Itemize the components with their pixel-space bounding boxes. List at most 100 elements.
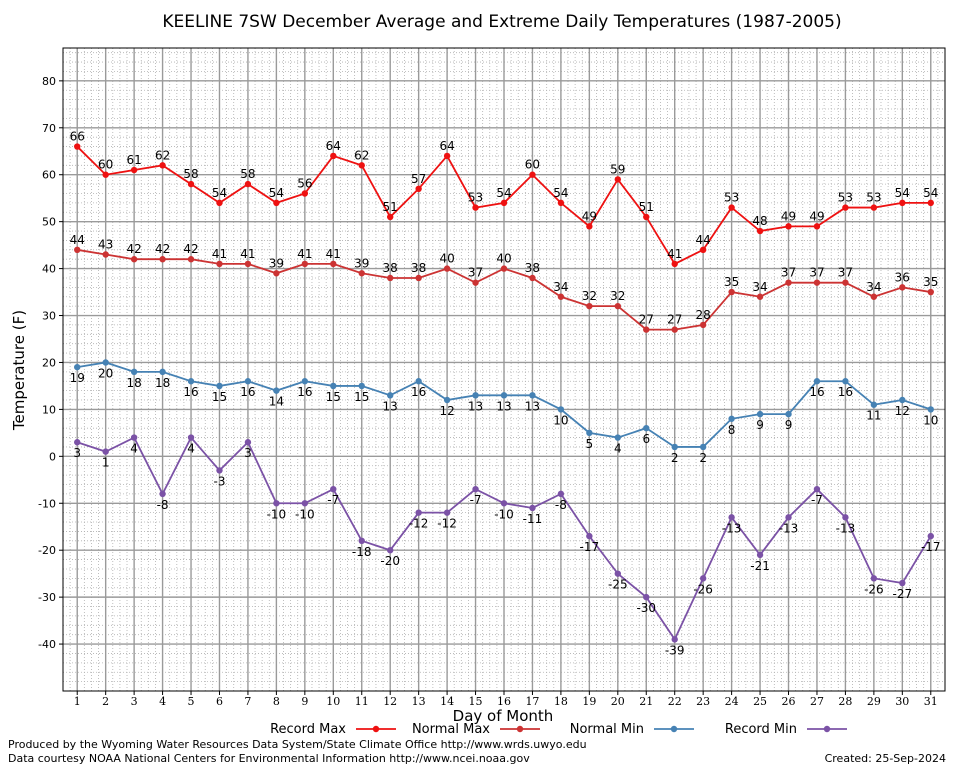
data-label-record-max: 54 [923,186,938,200]
data-label-normal-max: 41 [326,247,341,261]
data-label-record-max: 61 [126,153,141,167]
data-label-record-max: 48 [752,214,767,228]
data-label-normal-min: 18 [155,376,170,390]
y-tick-label: 70 [42,122,56,135]
data-label-record-max: 54 [269,186,284,200]
data-point-record-min [671,636,678,643]
y-tick-label: 40 [42,263,56,276]
credit-data-courtesy: Data courtesy NOAA National Centers for … [8,752,530,765]
data-point-normal-min [699,443,707,451]
data-label-normal-min: 15 [212,390,227,404]
data-point-record-max [643,213,650,221]
data-label-normal-max: 41 [240,247,255,261]
data-point-record-max [244,180,252,188]
data-point-normal-max [728,288,735,296]
grid-major [63,48,945,691]
data-point-record-min [358,537,365,545]
created-date: Created: 25-Sep-2024 [824,752,946,765]
data-label-record-max: 58 [183,167,198,181]
data-point-record-min [529,504,536,512]
x-tick-label: 2 [102,695,109,708]
data-point-record-min [301,500,309,507]
data-label-normal-min: 14 [269,395,284,409]
data-label-record-min: -26 [864,582,884,596]
data-point-record-min [785,514,792,521]
data-label-normal-min: 13 [383,399,398,413]
data-point-normal-min [557,406,565,413]
data-point-normal-max [358,270,365,277]
data-label-normal-max: 27 [639,313,654,327]
data-point-normal-min [728,415,735,422]
data-point-record-min [842,514,849,521]
y-tick-label: -10 [38,497,56,510]
data-label-normal-max: 38 [411,261,426,275]
data-label-normal-min: 2 [699,451,707,465]
data-point-record-max [102,171,109,178]
data-point-normal-min [330,382,337,390]
data-label-record-max: 41 [667,247,682,261]
data-label-normal-min: 16 [411,385,426,399]
data-label-record-max: 53 [724,191,739,205]
legend-item-normal-min: Normal Min [570,722,694,737]
data-label-normal-min: 16 [183,385,198,399]
data-point-normal-min [159,368,166,376]
data-point-normal-max [842,279,849,286]
data-label-record-max: 51 [639,200,654,214]
data-label-record-max: 57 [411,172,426,186]
y-tick-label: 0 [49,450,56,463]
data-point-record-max [187,180,195,188]
data-label-record-min: -10 [267,507,287,521]
data-point-normal-min [785,410,792,418]
data-point-normal-max [756,293,764,300]
data-label-normal-max: 35 [923,275,938,289]
data-label-record-min: -13 [779,521,799,535]
y-tick-label: 20 [42,356,56,369]
data-point-record-max [870,204,878,211]
data-label-record-min: 1 [102,456,110,470]
x-tick-label: 9 [301,695,308,708]
data-label-record-min: -7 [811,493,823,507]
data-label-record-min: -12 [409,517,429,531]
data-point-normal-min [614,434,622,441]
data-label-normal-min: 18 [126,376,141,390]
data-label-normal-min: 13 [525,399,540,413]
x-tick-label: 18 [554,695,568,708]
data-label-normal-max: 42 [183,242,198,256]
x-tick-label: 17 [525,695,539,708]
x-tick-label: 13 [412,695,426,708]
data-label-normal-min: 10 [923,413,938,427]
y-axis-label: Temperature (F) [10,310,28,431]
data-point-record-min [74,439,81,446]
data-point-record-min [330,485,337,493]
data-label-normal-max: 40 [439,252,454,266]
y-tick-label: -20 [38,544,56,557]
legend-label: Normal Min [570,722,644,737]
data-label-record-max: 53 [866,191,881,205]
x-tick-label: 25 [753,695,767,708]
data-label-normal-min: 20 [98,366,113,380]
data-label-normal-max: 38 [525,261,540,275]
data-label-record-max: 54 [553,186,568,200]
y-tick-label: 80 [42,75,56,88]
x-tick-label: 31 [924,695,938,708]
data-point-normal-max [472,279,479,286]
data-label-normal-min: 12 [439,404,454,418]
data-point-record-max [529,171,536,178]
data-label-record-min: 4 [187,442,195,456]
data-point-normal-min [102,359,109,366]
data-label-record-min: -13 [836,521,856,535]
data-label-normal-max: 34 [752,280,767,294]
data-point-record-max [842,204,849,211]
data-point-record-min [557,490,565,498]
data-label-record-min: -30 [636,601,656,615]
data-label-normal-max: 39 [354,256,369,270]
data-point-normal-max [899,284,906,291]
data-point-normal-min [586,429,593,437]
data-point-record-min [870,575,878,582]
x-tick-label: 16 [497,695,511,708]
data-label-normal-min: 16 [240,385,255,399]
data-label-record-max: 64 [326,139,341,153]
data-point-record-min [130,434,138,441]
data-point-normal-max [216,260,223,268]
data-point-record-min [244,439,252,446]
